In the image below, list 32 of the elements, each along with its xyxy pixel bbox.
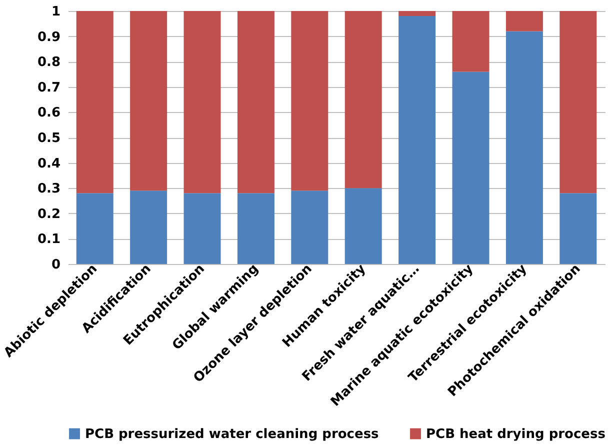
bar bbox=[184, 11, 221, 194]
bar bbox=[76, 193, 114, 264]
bar bbox=[506, 11, 543, 32]
bar bbox=[291, 190, 328, 264]
bar bbox=[398, 16, 436, 264]
bar bbox=[130, 190, 168, 264]
bar bbox=[344, 11, 382, 188]
bar bbox=[452, 11, 490, 72]
y-tick-label: 0.9 bbox=[37, 30, 60, 45]
y-tick-label: 0.7 bbox=[37, 80, 60, 96]
y-tick-label: 0.3 bbox=[37, 182, 60, 197]
y-tick-label: 0.6 bbox=[37, 106, 60, 121]
y-tick-label: 0.1 bbox=[37, 232, 60, 248]
y-tick-label: 0.5 bbox=[37, 131, 60, 146]
y-tick-label: 0.8 bbox=[37, 55, 60, 70]
y-tick-label: 0.4 bbox=[37, 156, 60, 172]
legend-label: PCB pressurized water cleaning process bbox=[85, 426, 380, 442]
bar bbox=[184, 193, 221, 264]
bar bbox=[76, 11, 114, 194]
bar bbox=[560, 11, 597, 194]
y-tick-label: 1 bbox=[51, 4, 60, 20]
bar bbox=[291, 11, 328, 191]
bar bbox=[506, 31, 543, 264]
bar bbox=[452, 72, 490, 264]
bar bbox=[237, 11, 274, 194]
bar bbox=[344, 188, 382, 264]
bar bbox=[237, 193, 274, 264]
legend-label: PCB heat drying process bbox=[426, 426, 606, 442]
bar bbox=[398, 11, 436, 16]
bar bbox=[130, 11, 168, 191]
y-tick-label: 0.2 bbox=[37, 206, 60, 222]
bar bbox=[560, 193, 597, 264]
